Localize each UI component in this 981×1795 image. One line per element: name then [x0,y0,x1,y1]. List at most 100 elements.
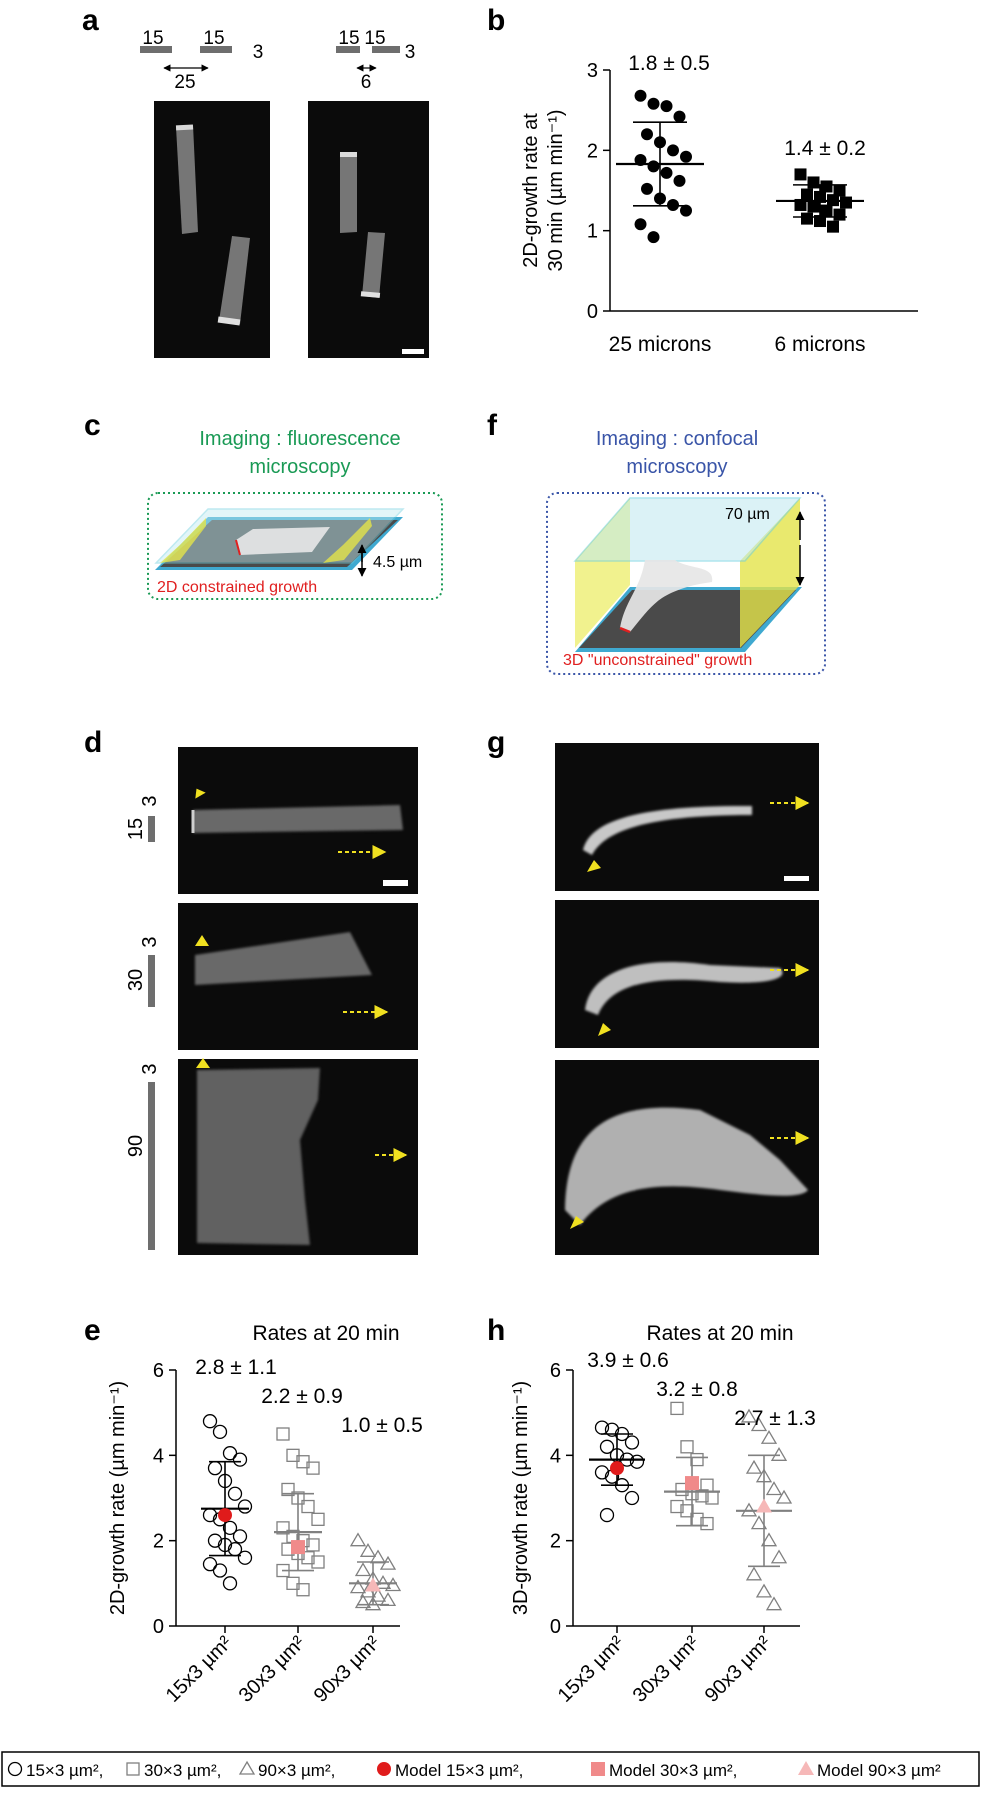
actin-bundle-image [175,124,250,326]
legend-label: 15×3 µm², [26,1761,103,1780]
data-point [384,1577,402,1592]
panel-label-b: b [487,4,505,37]
data-point [359,1543,377,1557]
mean-sd-annotation: 1.0 ± 0.5 [341,1414,423,1437]
data-point [801,188,813,201]
panel-label-g: g [487,726,505,759]
data-point [775,1489,793,1504]
pattern-bar [200,46,232,53]
data-point [232,1452,248,1467]
data-point [695,1489,709,1503]
data-point [641,128,653,141]
x-tick-label: 30x3 µm² [235,1632,310,1707]
data-point [306,1538,320,1552]
x-tick-label: 90x3 µm² [310,1632,385,1707]
chart-b-plot: 0 1 2 3 2D-growth rate at 30 min (µm min⁻¹) 1.… [520,52,918,356]
legend-item-open-circle: 15×3 µm², [7,1761,103,1780]
data-point [237,1499,253,1514]
panel-label-a: a [82,4,99,37]
pattern-left-width2: 15 [203,28,224,49]
y-tick-label: 0 [587,301,598,323]
panel-h: h 0 2 4 6 3D-growth rate (µm min⁻¹) Rates at … [487,1314,816,1707]
panel-label-f: f [487,409,498,442]
pattern-right-width1: 15 [338,28,359,49]
pattern-schematic-right: 15 15 3 6 [336,28,415,93]
y-tick-label: 4 [153,1445,164,1467]
pattern-schematic-left: 15 15 3 25 [140,28,263,93]
data-point [311,1555,325,1569]
micrograph-6-gap [308,101,429,358]
x-tick-label: 6 microns [774,333,865,356]
legend-items: 15×3 µm², 30×3 µm², 90×3 µm², Model 15×3 µm… [7,1760,941,1780]
chart-h-plot: 0 2 4 6 3D-growth rate (µm min⁻¹) Rates at 20… [510,1322,816,1707]
data-point [379,1555,397,1570]
data-point [594,1465,610,1480]
legend-frame [1,1751,980,1787]
pattern-left-height: 3 [253,42,264,63]
series-2: 1.4 ± 0.2 [776,137,866,233]
data-point [227,1486,243,1501]
panel-label-d: d [84,726,102,759]
chamber-schematic-2d [154,508,405,577]
data-point [222,1576,238,1591]
data-point [820,204,833,217]
panel-e: e 0 2 4 6 2D-growth rate (µm min⁻¹) Rates at … [84,1314,423,1707]
data-point [745,1566,763,1581]
mean-sd-annotation: 1.8 ± 0.5 [628,52,710,75]
actin-network-image [585,962,810,1036]
row-width-15: 15 [125,818,147,840]
row-height-15: 3 [139,795,161,806]
actin-network-image [191,788,408,886]
data-point [301,1551,315,1565]
legend-item-open-triangle: 90×3 µm², [238,1760,335,1780]
actin-bundle-image [340,152,424,354]
pattern-bar [148,1082,155,1250]
data-point [634,89,647,102]
panel-c: c Imaging : fluorescence microscopy 4.5 … [84,409,443,600]
panel-d: d 15 3 30 3 90 3 [84,726,418,1255]
panel-b: b 0 1 2 3 2D-growth rate at 30 min (µm min⁻¹)… [487,4,918,356]
data-point [673,174,686,187]
pattern-left-width1: 15 [142,28,163,49]
data-point [740,1408,758,1423]
mean-sd-annotation: 2.7 ± 1.3 [734,1407,816,1430]
data-point [827,220,839,233]
legend-marker-light-pink-triangle [798,1761,814,1775]
data-point [311,1512,325,1526]
mean-sd-annotation: 2.8 ± 1.1 [195,1356,277,1379]
data-point [833,184,846,197]
mean-sd-annotation: 1.4 ± 0.2 [784,137,866,160]
y-axis-label: 2D-growth rate (µm min⁻¹) [107,1381,129,1615]
y-tick-label: 1 [587,221,598,243]
data-point [202,1556,218,1572]
data-point [690,1452,704,1467]
imaging-title-f-line2: microscopy [626,456,727,478]
data-point [629,1454,645,1469]
panel-label-e: e [84,1314,101,1347]
legend-marker-open-square [126,1762,140,1776]
model-point [610,1461,624,1476]
legend-label: Model 90×3 µm² [817,1761,941,1780]
imaging-title-c-line1: Imaging : fluorescence [199,428,400,450]
data-point [349,1579,367,1594]
pattern-bar [140,46,172,53]
data-point [354,1594,372,1609]
y-tick-label: 0 [153,1616,164,1638]
data-point [296,1583,310,1597]
data-point [202,1414,218,1429]
pattern-right-width2: 15 [364,28,385,49]
legend-item-open-square: 30×3 µm², [126,1761,221,1780]
data-point [624,1490,640,1506]
data-point [750,1515,768,1530]
data-point [770,1549,788,1564]
x-tick-label: 30x3 µm² [629,1632,704,1707]
data-point [281,1482,295,1497]
chamber-height-c: 4.5 µm [373,554,422,571]
mean-sd-annotation: 3.9 ± 0.6 [587,1349,669,1372]
y-tick-label: 2 [153,1531,164,1553]
data-point [680,1440,694,1454]
data-point [641,182,653,195]
data-point [354,1562,372,1577]
data-point [599,1507,615,1523]
y-tick-label: 2 [550,1531,561,1553]
